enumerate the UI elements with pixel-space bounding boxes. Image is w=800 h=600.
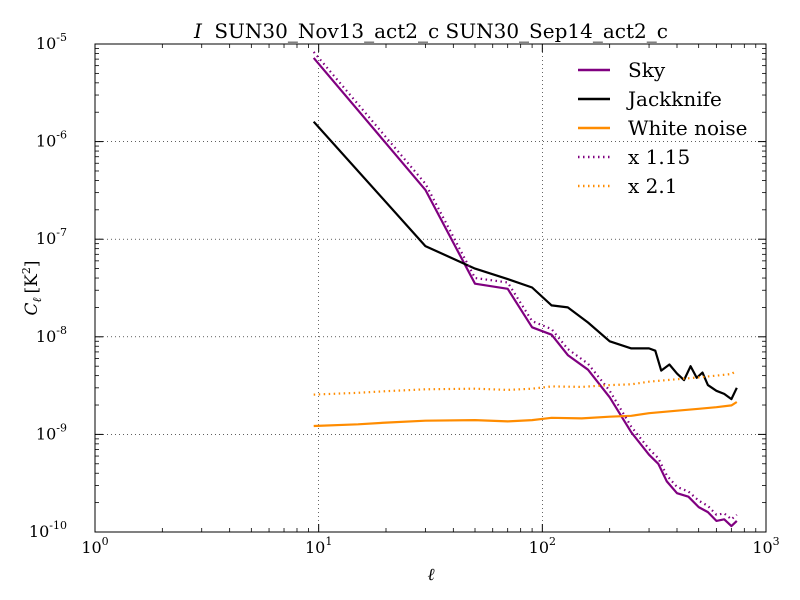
series-line-jackknife <box>312 120 738 401</box>
plot-frame <box>94 43 767 533</box>
title-symbol: I <box>193 19 203 43</box>
chart-title: I SUN30_Nov13_act2_c SUN30_Sep14_act2_c <box>193 19 668 43</box>
y-label-unit-close: ] <box>22 261 42 268</box>
x-tick-label: 103 <box>752 535 779 557</box>
grid <box>95 44 766 532</box>
y-tick-label: 10-9 <box>36 421 67 443</box>
series-layer <box>312 51 738 528</box>
y-axis-label: Cℓ [K2] <box>20 261 44 316</box>
legend-label: x 2.1 <box>628 174 677 198</box>
x-tick-label: 100 <box>81 535 108 557</box>
legend-label: x 1.15 <box>628 145 690 169</box>
legend-label: White noise <box>628 116 747 140</box>
title-text: SUN30_Nov13_act2_c SUN30_Sep14_act2_c <box>214 19 668 43</box>
y-tick-label: 10-10 <box>29 519 67 541</box>
legend: Sky Jackknife White noise x 1.15 x 2.1 <box>578 58 747 198</box>
x-tick-label: 102 <box>529 535 556 557</box>
legend-label: Jackknife <box>626 87 722 111</box>
series-line-x-2-1 <box>313 369 738 396</box>
ticks: 100 101 102 103 10-10 10-9 10-8 10-7 10-6 10-5 <box>29 31 780 557</box>
y-tick-label: 10-5 <box>36 31 67 53</box>
x-tick-label: 101 <box>305 535 332 557</box>
y-label-unit-exp: 2 <box>20 267 33 274</box>
y-label-unit: [K <box>22 274 42 294</box>
y-label-subscript: ℓ <box>30 297 44 302</box>
legend-label: Sky <box>628 58 666 82</box>
series-line-white-noise <box>313 401 738 428</box>
x-axis-label: ℓ <box>427 565 434 585</box>
y-tick-label: 10-8 <box>36 324 67 346</box>
y-label-symbol: C <box>22 302 42 315</box>
y-tick-label: 10-6 <box>36 129 67 151</box>
y-tick-label: 10-7 <box>36 226 67 248</box>
series-line-sky <box>312 57 738 528</box>
